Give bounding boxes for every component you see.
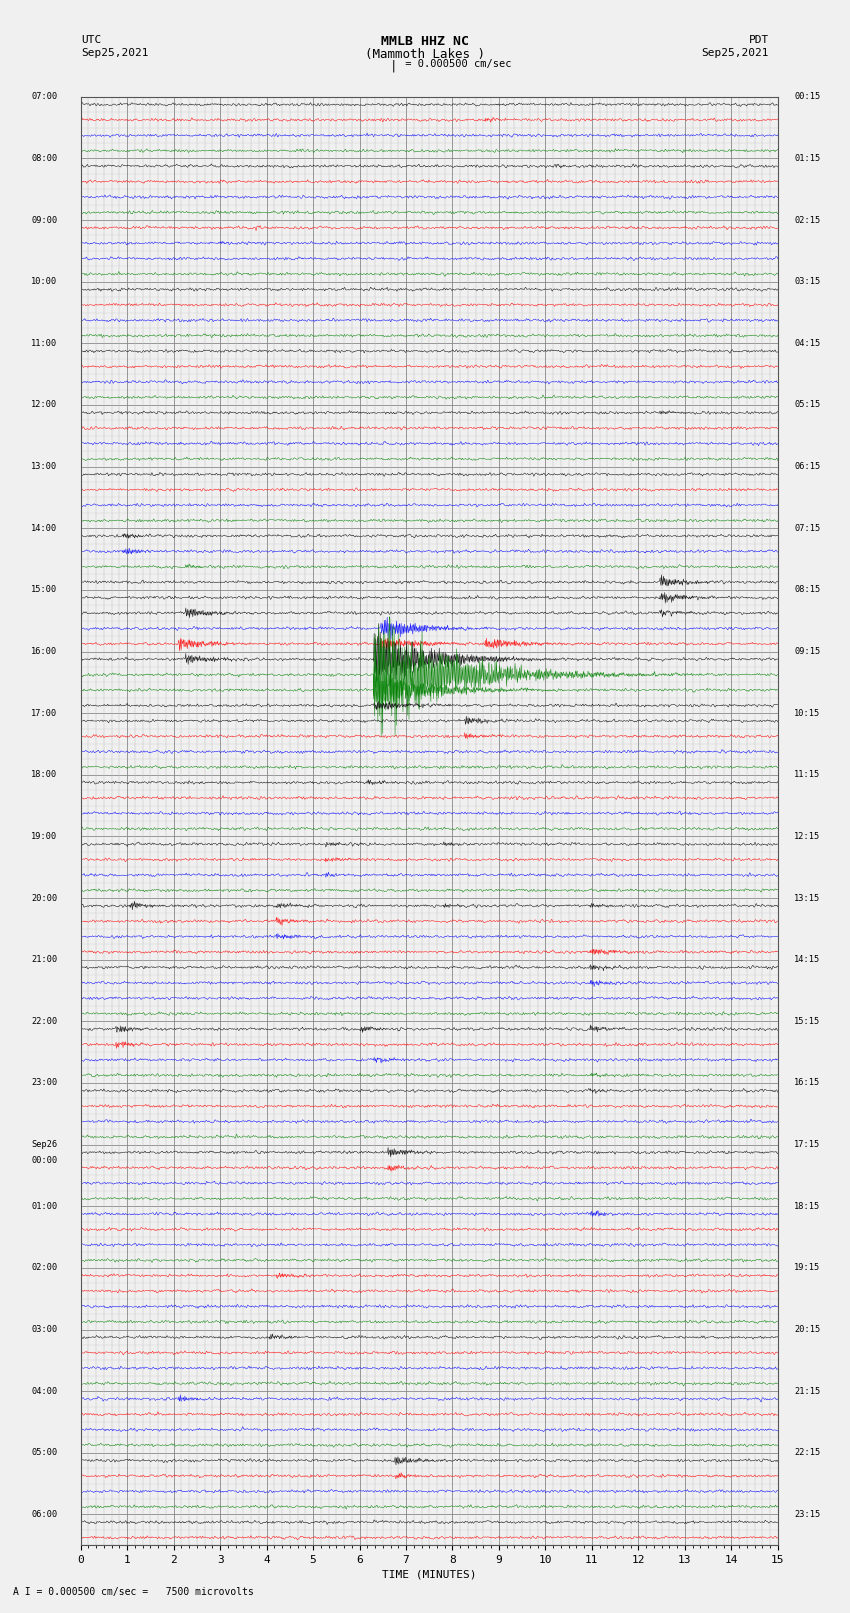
Text: 08:00: 08:00 (31, 153, 58, 163)
Text: Sep25,2021: Sep25,2021 (702, 47, 769, 58)
Text: 06:15: 06:15 (794, 461, 820, 471)
Text: 13:00: 13:00 (31, 461, 58, 471)
Text: 23:15: 23:15 (794, 1510, 820, 1519)
Text: 00:15: 00:15 (794, 92, 820, 102)
Text: 02:15: 02:15 (794, 216, 820, 224)
Text: 11:00: 11:00 (31, 339, 58, 348)
Text: 06:00: 06:00 (31, 1510, 58, 1519)
Text: 23:00: 23:00 (31, 1079, 58, 1087)
Text: 19:00: 19:00 (31, 832, 58, 840)
Text: 02:00: 02:00 (31, 1263, 58, 1273)
Text: 07:15: 07:15 (794, 524, 820, 532)
Text: 04:00: 04:00 (31, 1387, 58, 1395)
Text: 03:15: 03:15 (794, 277, 820, 286)
Text: 11:15: 11:15 (794, 771, 820, 779)
Text: 01:15: 01:15 (794, 153, 820, 163)
Text: (Mammoth Lakes ): (Mammoth Lakes ) (365, 47, 485, 61)
Text: 03:00: 03:00 (31, 1324, 58, 1334)
Text: 21:00: 21:00 (31, 955, 58, 965)
Text: 10:15: 10:15 (794, 708, 820, 718)
Text: 17:15: 17:15 (794, 1140, 820, 1148)
Text: 16:15: 16:15 (794, 1079, 820, 1087)
Text: |: | (390, 60, 397, 73)
Text: = 0.000500 cm/sec: = 0.000500 cm/sec (399, 58, 511, 69)
Text: MMLB HHZ NC: MMLB HHZ NC (381, 35, 469, 48)
Text: 15:00: 15:00 (31, 586, 58, 594)
Text: 05:00: 05:00 (31, 1448, 58, 1457)
Text: 19:15: 19:15 (794, 1263, 820, 1273)
Text: 14:15: 14:15 (794, 955, 820, 965)
Text: 13:15: 13:15 (794, 894, 820, 903)
Text: 21:15: 21:15 (794, 1387, 820, 1395)
Text: 09:00: 09:00 (31, 216, 58, 224)
Text: 05:15: 05:15 (794, 400, 820, 410)
Text: 01:00: 01:00 (31, 1202, 58, 1211)
Text: 20:15: 20:15 (794, 1324, 820, 1334)
Text: 18:15: 18:15 (794, 1202, 820, 1211)
Text: A I = 0.000500 cm/sec =   7500 microvolts: A I = 0.000500 cm/sec = 7500 microvolts (13, 1587, 253, 1597)
Text: 14:00: 14:00 (31, 524, 58, 532)
Text: Sep26: Sep26 (31, 1140, 58, 1148)
Text: 20:00: 20:00 (31, 894, 58, 903)
Text: 10:00: 10:00 (31, 277, 58, 286)
Text: 12:00: 12:00 (31, 400, 58, 410)
Text: 09:15: 09:15 (794, 647, 820, 656)
Text: 00:00: 00:00 (31, 1155, 58, 1165)
Text: Sep25,2021: Sep25,2021 (81, 47, 148, 58)
Text: 04:15: 04:15 (794, 339, 820, 348)
Text: 22:15: 22:15 (794, 1448, 820, 1457)
Text: 18:00: 18:00 (31, 771, 58, 779)
Text: 22:00: 22:00 (31, 1016, 58, 1026)
Text: 17:00: 17:00 (31, 708, 58, 718)
Text: UTC: UTC (81, 35, 101, 45)
Text: 16:00: 16:00 (31, 647, 58, 656)
Text: 12:15: 12:15 (794, 832, 820, 840)
Text: 08:15: 08:15 (794, 586, 820, 594)
X-axis label: TIME (MINUTES): TIME (MINUTES) (382, 1569, 477, 1579)
Text: PDT: PDT (749, 35, 769, 45)
Text: 07:00: 07:00 (31, 92, 58, 102)
Text: 15:15: 15:15 (794, 1016, 820, 1026)
